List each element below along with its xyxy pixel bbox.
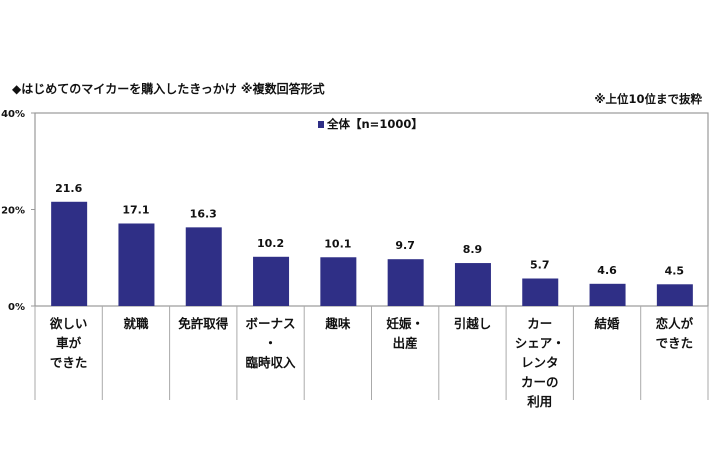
bar — [118, 223, 155, 306]
category-label: 就職 — [123, 316, 149, 331]
data-label: 16.3 — [190, 207, 217, 220]
category-label: カー — [527, 316, 552, 331]
category-label: 趣味 — [324, 316, 351, 331]
legend-label: 全体【n=1000】 — [326, 117, 423, 131]
category-label: カーの — [521, 375, 559, 390]
legend-swatch — [318, 121, 324, 128]
data-label: 21.6 — [55, 182, 82, 195]
bar — [185, 227, 222, 306]
category-label: 出産 — [393, 336, 418, 351]
category-label: ・ — [264, 336, 277, 351]
category-label: 利用 — [527, 394, 552, 409]
bar — [656, 284, 693, 306]
category-label: 欲しい — [49, 316, 88, 331]
category-label: シェア・ — [515, 336, 565, 351]
category-label: 車が — [56, 336, 82, 351]
data-label: 10.1 — [324, 237, 351, 250]
category-label: ボーナス — [246, 316, 296, 331]
bar — [320, 257, 357, 306]
y-tick-label: 40% — [1, 109, 25, 120]
category-label: できた — [50, 355, 88, 370]
bar — [253, 256, 290, 306]
category-label: 臨時収入 — [246, 355, 297, 370]
data-label: 10.2 — [257, 237, 284, 250]
bar — [589, 283, 626, 306]
bar — [454, 263, 491, 306]
bar — [387, 259, 424, 306]
chart-title: ◆はじめてのマイカーを購入したきっかけ ※複数回答形式 — [12, 82, 325, 96]
data-label: 8.9 — [463, 243, 483, 256]
data-label: 4.5 — [665, 264, 685, 277]
category-label: 免許取得 — [178, 316, 229, 331]
bar — [522, 278, 559, 306]
category-label: 引越し — [454, 316, 492, 331]
category-label: 妊娠・ — [386, 316, 424, 331]
bar — [51, 201, 88, 306]
y-tick-label: 20% — [1, 206, 25, 217]
y-tick-label: 0% — [8, 302, 25, 313]
chart-note: ※上位10位まで抜粋 — [594, 92, 702, 106]
data-label: 4.6 — [597, 264, 617, 277]
data-label: 17.1 — [122, 203, 149, 216]
data-label: 9.7 — [395, 239, 415, 252]
category-label: できた — [656, 336, 694, 351]
data-label: 5.7 — [530, 258, 550, 271]
category-label: 結婚 — [595, 316, 621, 331]
category-label: レンタ — [521, 355, 559, 370]
category-label: 恋人が — [656, 316, 694, 331]
